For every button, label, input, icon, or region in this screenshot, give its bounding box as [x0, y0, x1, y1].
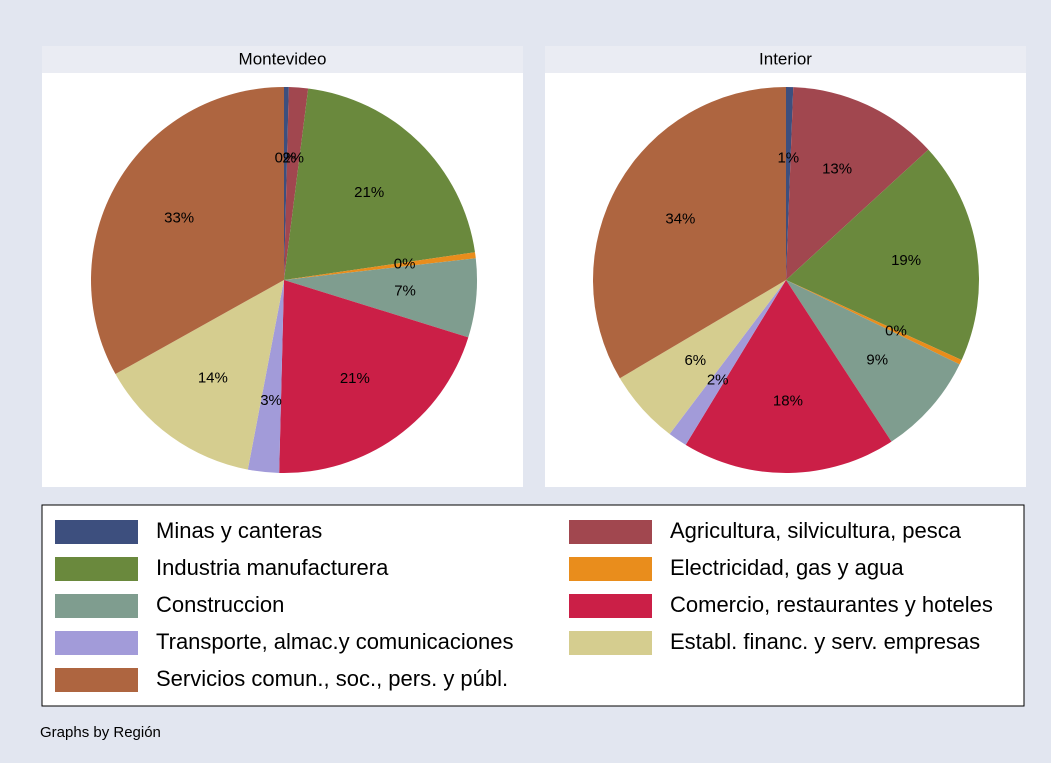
legend-swatch	[569, 557, 652, 581]
legend-label: Transporte, almac.y comunicaciones	[156, 629, 513, 654]
legend-label: Agricultura, silvicultura, pesca	[670, 518, 962, 543]
legend-label: Industria manufacturera	[156, 555, 389, 580]
legend-label: Comercio, restaurantes y hoteles	[670, 592, 993, 617]
slice-label: 2%	[282, 150, 304, 167]
pie-slice	[284, 258, 478, 338]
slice-label: 9%	[866, 351, 888, 368]
pie-slice	[279, 280, 469, 474]
slice-label: 14%	[198, 370, 228, 387]
slice-label: 13%	[822, 161, 852, 178]
pie-slice	[786, 280, 962, 365]
pie-slice	[284, 87, 289, 280]
pie-slice	[284, 252, 476, 280]
legend-swatch	[569, 594, 652, 618]
slice-label: 1%	[777, 149, 799, 166]
slice-label: 21%	[354, 184, 384, 201]
panel-title: Interior	[759, 49, 812, 68]
panel-header	[42, 46, 523, 73]
legend-box	[41, 504, 1025, 707]
panel-title: Montevideo	[239, 49, 327, 68]
pie-slice	[284, 88, 475, 280]
pie-slice	[669, 280, 786, 445]
legend-swatch	[55, 668, 138, 692]
legend-label: Servicios comun., soc., pers. y públ.	[156, 666, 508, 691]
slice-label: 21%	[340, 370, 370, 387]
pie-slice	[90, 87, 284, 375]
pie-slice	[284, 87, 309, 281]
slice-label: 0%	[394, 255, 416, 272]
pie-slice	[786, 149, 979, 360]
legend-swatch	[55, 594, 138, 618]
slice-label: 3%	[260, 392, 282, 409]
legend-label: Electricidad, gas y agua	[670, 555, 904, 580]
pie-slice	[593, 87, 786, 379]
legend-swatch	[55, 557, 138, 581]
slice-label: 0%	[275, 149, 297, 166]
note: Graphs by Región	[40, 724, 161, 741]
legend-swatch	[55, 631, 138, 655]
slice-label: 19%	[891, 252, 921, 269]
slice-label: 2%	[707, 372, 729, 389]
pie-slice	[685, 280, 892, 474]
legend-swatch	[55, 520, 138, 544]
legend-swatch	[569, 631, 652, 655]
legend-label: Establ. financ. y serv. empresas	[670, 629, 980, 654]
pie-slice	[247, 280, 284, 473]
slice-label: 18%	[773, 393, 803, 410]
legend-swatch	[569, 520, 652, 544]
panel-header	[545, 46, 1026, 73]
pie-slice	[786, 87, 929, 280]
legend-label: Minas y canteras	[156, 518, 322, 543]
legend-label: Construccion	[156, 592, 284, 617]
slice-label: 34%	[665, 211, 695, 228]
pie-slice	[786, 87, 794, 280]
slice-label: 6%	[684, 352, 706, 369]
slice-label: 0%	[885, 323, 907, 340]
slice-label: 33%	[164, 209, 194, 226]
pie-slice	[115, 280, 284, 470]
slice-label: 7%	[394, 282, 416, 299]
pie-slice	[786, 280, 960, 442]
pie-slice	[619, 280, 786, 434]
